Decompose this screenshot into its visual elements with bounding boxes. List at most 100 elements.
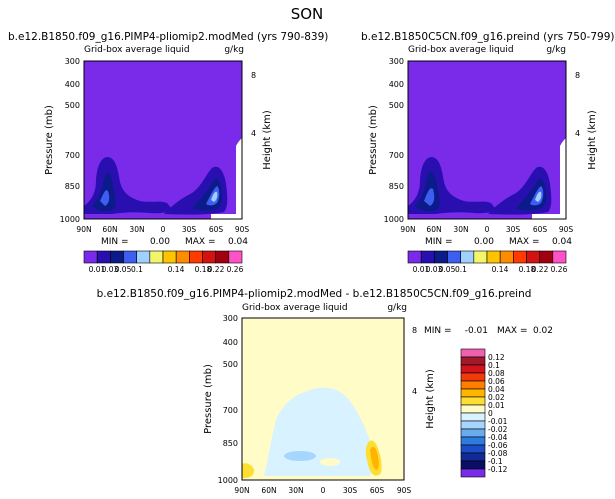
panel-1-surface-mask [211,138,242,219]
colorbar-box-10 [460,428,486,438]
colorbar-label-14: -0.12 [488,465,508,474]
colorbar-box-8 [189,250,203,264]
panel-2-ytick-300: 300 [389,57,404,66]
panel-2-xtick-60n: 60N [426,225,441,234]
panel-2-xtick-90n: 90N [400,225,415,234]
panel-3-xtick-30n: 30N [288,486,303,495]
colorbar-box-13 [460,452,486,462]
panel-1-subtitle: Grid-box average liquid [84,45,190,55]
panel-1-cloud-eq-2 [156,204,164,210]
panel-3-xtick-30s: 30S [343,486,358,495]
panel-2-cbar-label-4: 0.14 [492,265,509,274]
panel-2-cbar-label-2: 0.05 [439,265,456,274]
colorbar-box-5 [149,250,164,264]
panel-2-ytick-400: 400 [389,80,404,89]
panel-2-cbar-label-0: 0.01 [413,265,430,274]
panel-1-cloud-eq-1 [140,205,152,211]
panel-3-x-axis: 90N 60N 30N 0 30S 60S 90S [234,486,411,495]
panel-3-title: b.e12.B1850.f09_g16.PIMP4-pliomip2.modMe… [97,288,532,300]
panel-1-cbar-label-3: 0.1 [131,265,143,274]
panel-1-cloud-nh-inner [92,172,116,212]
colorbar-label-3: 0.06 [488,377,505,386]
panel-2-cbar-label-7: 0.26 [551,265,568,274]
panel-3-y2tick-4: 4 [412,387,417,396]
panel-1-ylabel: Pressure (mb) [44,105,55,175]
panel-1-xtick-30s: 30S [182,225,197,234]
panel-3-min-label: MIN = [424,326,452,336]
colorbar-label-0: 0.12 [488,353,505,362]
panel-1-y-ticks: 300 400 500 700 850 1000 [60,57,80,224]
panel-1-max-label: MAX = [185,237,216,247]
panel-2-title: b.e12.B1850C5CN.f09_g16.preind (yrs 750-… [361,31,614,43]
colorbar-box-0 [407,250,422,264]
panel-3-plot [241,317,405,481]
panel-2-colorbar-boxes [407,250,567,264]
panel-2-cbar-label-5: 0.18 [519,265,536,274]
colorbar-box-6 [162,250,177,264]
colorbar-box-5 [460,388,486,398]
panel-1-colorbar-boxes [83,250,243,264]
colorbar-box-3 [447,250,461,264]
panel-1-ytick-500: 500 [65,101,80,110]
panel-1-cloud-nh-core [100,190,110,206]
panel-1-cbar-label-5: 0.18 [195,265,212,274]
panel-2-units: g/kg [546,45,566,55]
colorbar-box-4 [460,380,486,390]
panel-2: b.e12.B1850C5CN.f09_g16.preind (yrs 750-… [361,31,614,274]
panel-1-cbar-label-7: 0.26 [227,265,244,274]
colorbar-label-2: 0.08 [488,369,505,378]
colorbar-label-9: -0.02 [488,425,508,434]
panel-2-cbar-label-3: 0.1 [455,265,467,274]
panel-3-units: g/kg [387,303,407,313]
panel-1-min-value: 0.00 [150,237,170,247]
colorbar-box-4 [460,250,475,264]
panel-1-xtick-90n: 90N [76,225,91,234]
colorbar-box-11 [552,250,567,264]
panel-2-cloud-eq-2 [480,204,488,210]
colorbar-box-0 [460,348,486,358]
panel-2-cloud-sh-core [530,186,544,206]
panel-1-cbar-label-2: 0.05 [115,265,132,274]
panel-2-ytick-500: 500 [389,101,404,110]
colorbar-box-0 [83,250,98,264]
panel-1-xtick-0: 0 [161,225,166,234]
colorbar-label-8: -0.01 [488,417,508,426]
panel-1-xtick-30n: 30N [129,225,144,234]
panel-2-xtick-30n: 30N [453,225,468,234]
panel-3-ylabel: Pressure (mb) [203,364,214,434]
panel-2-ytick-700: 700 [389,151,404,160]
panel-3-surface-positive [242,463,254,478]
panel-2-xtick-60s: 60S [533,225,548,234]
colorbar-box-9 [526,250,540,264]
panel-2-y2tick-4: 4 [575,129,580,138]
panel-1-cloud-sh-peak [211,191,218,202]
panel-1-xtick-60n: 60N [102,225,117,234]
panel-1-cbar-label-6: 0.22 [208,265,225,274]
panel-1-cbar-label-0: 0.01 [89,265,106,274]
colorbar-label-10: -0.04 [488,433,508,442]
panel-2-cloud-eq-1 [464,205,476,211]
colorbar-box-9 [202,250,216,264]
panel-3-colorbar-boxes [460,348,486,478]
panel-3-xtick-90n: 90N [234,486,249,495]
panel-2-xtick-90s: 90S [559,225,574,234]
panel-3-xtick-90s: 90S [397,486,412,495]
panel-3-y2tick-8: 8 [412,326,417,335]
panel-2-cbar-label-1: 0.03 [426,265,443,274]
panel-1-plot [83,60,243,220]
panel-2-min-label: MIN = [425,237,453,247]
panel-3-ytick-400: 400 [223,338,238,347]
panel-1-ytick-300: 300 [65,57,80,66]
colorbar-box-7 [460,404,486,414]
panel-2-y-axis: Pressure (mb) 300 400 500 700 850 1000 H… [368,57,598,224]
panel-2-y2tick-8: 8 [575,71,580,80]
panel-2-xtick-30s: 30S [506,225,521,234]
panel-2-cloud-nh-core [424,188,435,206]
panel-1-ytick-700: 700 [65,151,80,160]
colorbar-box-4 [136,250,151,264]
colorbar-box-10 [539,250,554,264]
panel-3-plot-frame [241,317,405,481]
panel-2-stats: MIN = 0.00 MAX = 0.04 [425,237,572,247]
panel-1-colorbar: 0.01 0.03 0.05 0.1 0.14 0.18 0.22 0.26 [83,250,244,274]
panel-2-xtick-0: 0 [485,225,490,234]
